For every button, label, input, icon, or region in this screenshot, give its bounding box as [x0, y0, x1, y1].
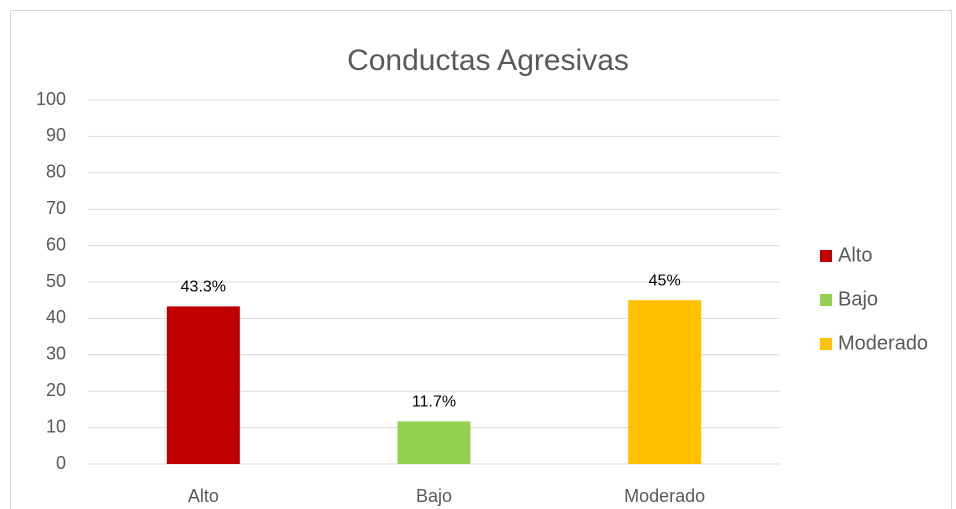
bar	[397, 421, 471, 464]
legend-swatch	[820, 294, 832, 306]
chart-frame	[10, 10, 952, 509]
x-tick-label: Bajo	[416, 486, 452, 506]
legend-label: Moderado	[838, 332, 928, 354]
y-tick-label: 90	[46, 125, 66, 145]
data-label: 11.7%	[412, 394, 456, 411]
chart-title: Conductas Agresivas	[347, 44, 629, 77]
y-tick-label: 50	[46, 271, 66, 291]
y-tick-label: 80	[46, 162, 66, 182]
legend-swatch	[820, 338, 832, 350]
y-tick-label: 100	[36, 89, 66, 109]
y-tick-label: 20	[46, 380, 66, 400]
legend-label: Bajo	[838, 288, 878, 310]
bar	[628, 300, 702, 464]
x-tick-label: Alto	[188, 486, 219, 506]
y-tick-label: 0	[56, 453, 66, 473]
legend-label: Alto	[838, 244, 872, 266]
x-tick-label: Moderado	[624, 486, 705, 506]
data-label: 45%	[649, 272, 681, 289]
y-tick-label: 10	[46, 416, 66, 436]
data-label: 43.3%	[181, 279, 226, 296]
legend-swatch	[820, 250, 832, 262]
y-tick-label: 40	[46, 307, 66, 327]
bar	[166, 306, 240, 464]
y-tick-label: 30	[46, 344, 66, 364]
y-tick-label: 70	[46, 198, 66, 218]
y-tick-label: 60	[46, 234, 66, 254]
